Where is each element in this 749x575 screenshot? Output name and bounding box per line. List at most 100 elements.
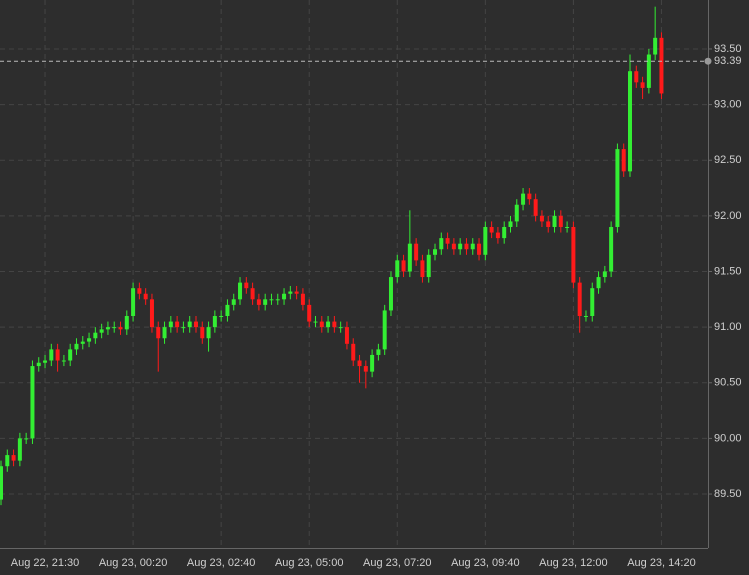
candle-body	[565, 226, 570, 228]
candle-body	[181, 327, 186, 329]
candle-body	[143, 293, 148, 300]
candle-body	[105, 327, 110, 330]
candle-body	[363, 366, 368, 372]
y-tick-label: 90.00	[714, 432, 742, 444]
candle-body	[470, 243, 475, 250]
candle-body	[508, 221, 513, 227]
candle-body	[99, 329, 104, 333]
candle-body	[357, 360, 362, 367]
candle-body	[124, 316, 129, 330]
candle-body	[609, 226, 614, 272]
candle-body	[401, 260, 406, 272]
candle-body	[149, 299, 154, 328]
y-tick-label: 92.00	[714, 210, 742, 222]
candle-body	[464, 243, 469, 250]
candle-body	[0, 466, 3, 500]
candle-body	[495, 232, 500, 239]
candle-body	[307, 304, 312, 322]
candle-body	[326, 321, 331, 328]
candle-body	[602, 271, 607, 278]
candle-body	[533, 199, 538, 216]
candle-body	[36, 362, 41, 367]
candle-body	[313, 321, 318, 323]
candle-body	[263, 299, 268, 305]
x-tick-label: Aug 23, 05:00	[275, 557, 344, 569]
x-tick-label: Aug 23, 02:40	[187, 557, 256, 569]
candle-body	[483, 226, 488, 255]
x-tick-label: Aug 23, 14:20	[627, 557, 696, 569]
candle-body	[338, 327, 343, 329]
candle-body	[546, 221, 551, 227]
candle-body	[225, 304, 230, 317]
candle-body	[24, 438, 29, 440]
candle-body	[30, 366, 35, 439]
candle-body	[282, 293, 287, 300]
candle-body	[80, 341, 85, 344]
y-tick-label: 89.50	[714, 488, 742, 500]
candle-body	[552, 215, 557, 227]
candle-body	[175, 321, 180, 328]
candle-body	[451, 243, 456, 250]
candle-body	[219, 316, 224, 318]
candle-body	[634, 71, 639, 83]
candle-body	[112, 327, 117, 329]
candle-body	[414, 243, 419, 261]
candle-body	[49, 349, 54, 361]
last-price-dot	[704, 57, 712, 65]
candle-body	[200, 327, 205, 339]
x-tick-label: Aug 23, 12:00	[539, 557, 608, 569]
candle-body	[187, 321, 192, 328]
last-price-label: 93.39	[714, 55, 742, 67]
candle-body	[5, 455, 10, 467]
candle-body	[439, 238, 444, 250]
candle-body	[577, 282, 582, 317]
candle-body	[61, 360, 66, 362]
candle-body	[502, 226, 507, 239]
candle-body	[407, 243, 412, 272]
x-tick-label: Aug 23, 09:40	[451, 557, 520, 569]
candle-body	[332, 321, 337, 328]
candle-body	[193, 321, 198, 328]
candle-body	[131, 288, 136, 317]
y-tick-label: 91.00	[714, 321, 742, 333]
candle-body	[420, 260, 425, 278]
candle-body	[370, 354, 375, 372]
candle-body	[640, 82, 645, 88]
candle-body	[628, 71, 632, 172]
candle-body	[156, 327, 161, 339]
candle-body	[489, 226, 494, 233]
candle-body	[395, 260, 400, 278]
candle-body	[319, 321, 324, 328]
candle-body	[382, 310, 387, 350]
candle-body	[514, 204, 519, 222]
candle-body	[433, 249, 438, 255]
candle-body	[43, 360, 48, 363]
candle-body	[351, 343, 356, 361]
candle-body	[74, 343, 79, 350]
candle-body	[344, 327, 349, 344]
candle-body	[275, 299, 280, 301]
candle-body	[206, 327, 211, 339]
candle-body	[87, 338, 92, 342]
candle-body	[55, 349, 60, 361]
candle-body	[458, 243, 463, 250]
candle-body	[388, 277, 393, 311]
candle-body	[162, 327, 167, 339]
candle-body	[615, 149, 620, 227]
x-tick-label: Aug 22, 21:30	[11, 557, 80, 569]
y-tick-label: 93.00	[714, 98, 742, 110]
x-tick-label: Aug 23, 00:20	[99, 557, 168, 569]
candle-body	[590, 288, 595, 317]
candle-body	[288, 291, 293, 294]
candle-body	[596, 277, 601, 289]
candle-body	[558, 215, 563, 227]
candle-body	[527, 193, 532, 200]
candle-body	[571, 226, 576, 283]
candle-body	[539, 215, 544, 222]
candle-body	[621, 149, 626, 172]
candle-body	[231, 299, 236, 305]
candle-body	[137, 288, 142, 294]
y-tick-label: 91.50	[714, 265, 742, 277]
